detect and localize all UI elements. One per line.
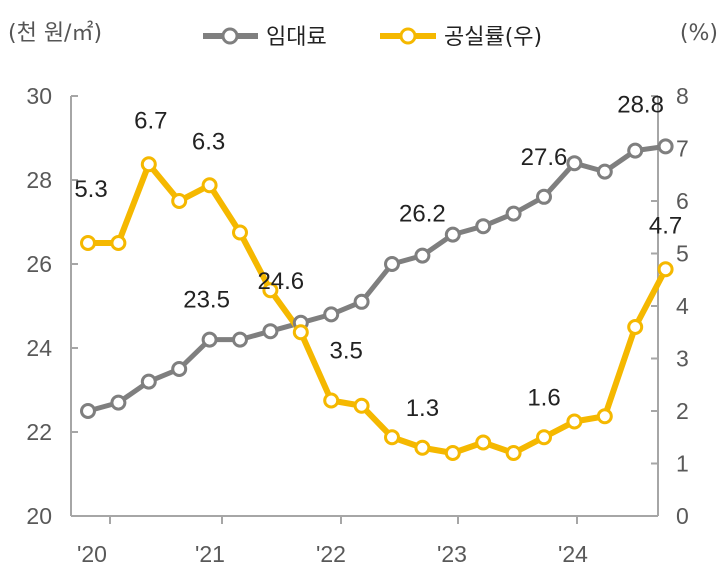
data-point	[80, 403, 96, 419]
data-point	[140, 156, 157, 173]
data-point	[262, 323, 279, 340]
left-y-tick-label: 20	[26, 503, 52, 529]
right-y-tick-label: 0	[676, 503, 689, 529]
data-point	[414, 439, 431, 456]
series-layer	[80, 138, 674, 461]
data-point	[414, 247, 431, 264]
data-point	[444, 445, 461, 461]
data-point	[505, 205, 522, 222]
left-y-tick-label: 24	[26, 335, 52, 361]
data-point	[110, 394, 127, 411]
data-point	[657, 138, 674, 155]
right-y-tick-label: 4	[676, 293, 689, 319]
data-point	[475, 434, 492, 451]
right-y-tick-label: 3	[676, 346, 689, 372]
data-point	[140, 373, 157, 390]
data-label: 27.6	[521, 144, 568, 171]
right-y-tick-label: 6	[676, 188, 689, 214]
data-point	[292, 324, 309, 341]
data-point	[232, 331, 248, 348]
data-point	[384, 256, 400, 272]
data-label: 6.3	[192, 128, 225, 155]
data-label: 6.7	[134, 107, 167, 134]
left-axis-unit: (천 원/㎡)	[8, 20, 102, 46]
legend-label: 임대료	[266, 25, 327, 50]
data-point	[627, 142, 644, 159]
axes: 20 22 24 26 28 30 0 1 2 3 4 5 6 7 8 '20 '21 '22 '23 '24	[26, 83, 689, 567]
right-y-tick-label: 8	[676, 83, 689, 109]
data-point	[596, 408, 613, 425]
x-tick-label: '21	[195, 541, 225, 567]
data-point	[596, 163, 613, 180]
legend-label: 공실률(우)	[444, 25, 542, 50]
right-y-tick-label: 5	[676, 241, 689, 267]
data-label: 1.6	[527, 384, 560, 411]
data-label: 26.2	[399, 201, 446, 228]
data-label: 1.3	[406, 395, 439, 422]
legend-marker	[399, 27, 417, 45]
data-point	[353, 293, 370, 310]
data-point	[80, 235, 96, 251]
data-point	[627, 319, 644, 335]
right-y-tick-label: 2	[676, 398, 689, 424]
data-point	[536, 429, 552, 446]
right-y-tick-label: 1	[676, 451, 689, 477]
data-point	[657, 261, 674, 278]
data-point	[475, 218, 492, 235]
data-label: 3.5	[330, 338, 363, 365]
x-tick-label: '23	[437, 541, 467, 567]
right-axis-unit: (%)	[680, 21, 718, 46]
x-tick-label: '20	[77, 541, 107, 567]
x-tick-label: '24	[558, 541, 588, 567]
data-label: 4.7	[649, 212, 682, 239]
data-point	[262, 282, 279, 299]
data-label: 23.5	[183, 287, 230, 314]
data-point	[566, 155, 583, 172]
left-y-tick-label: 22	[26, 419, 52, 445]
data-point	[353, 397, 370, 414]
legend: 임대료 공실률(우)	[203, 25, 542, 50]
data-point	[171, 193, 188, 209]
right-y-tick-label: 7	[676, 136, 689, 162]
data-point	[110, 235, 127, 251]
data-point	[323, 306, 340, 323]
data-point	[536, 188, 552, 205]
legend-marker	[221, 27, 239, 45]
data-point	[323, 392, 340, 409]
data-point	[444, 226, 461, 243]
data-point	[384, 429, 400, 446]
data-point	[566, 413, 583, 430]
left-y-tick-label: 28	[26, 167, 52, 193]
left-y-tick-label: 26	[26, 251, 52, 277]
x-tick-label: '22	[316, 541, 346, 567]
data-point	[171, 361, 188, 377]
data-label: 28.8	[617, 91, 664, 118]
left-y-tick-label: 30	[26, 83, 52, 109]
data-point	[505, 445, 522, 461]
data-point	[232, 224, 248, 241]
data-point	[201, 331, 218, 348]
data-label: 5.3	[74, 176, 107, 203]
data-point	[201, 177, 218, 194]
data-labels: 23.5 24.6 26.2 27.6 28.8 5.3 6.7 6.3 3.5 1.3 1.6 4.…	[74, 91, 682, 421]
data-label: 24.6	[257, 268, 304, 295]
